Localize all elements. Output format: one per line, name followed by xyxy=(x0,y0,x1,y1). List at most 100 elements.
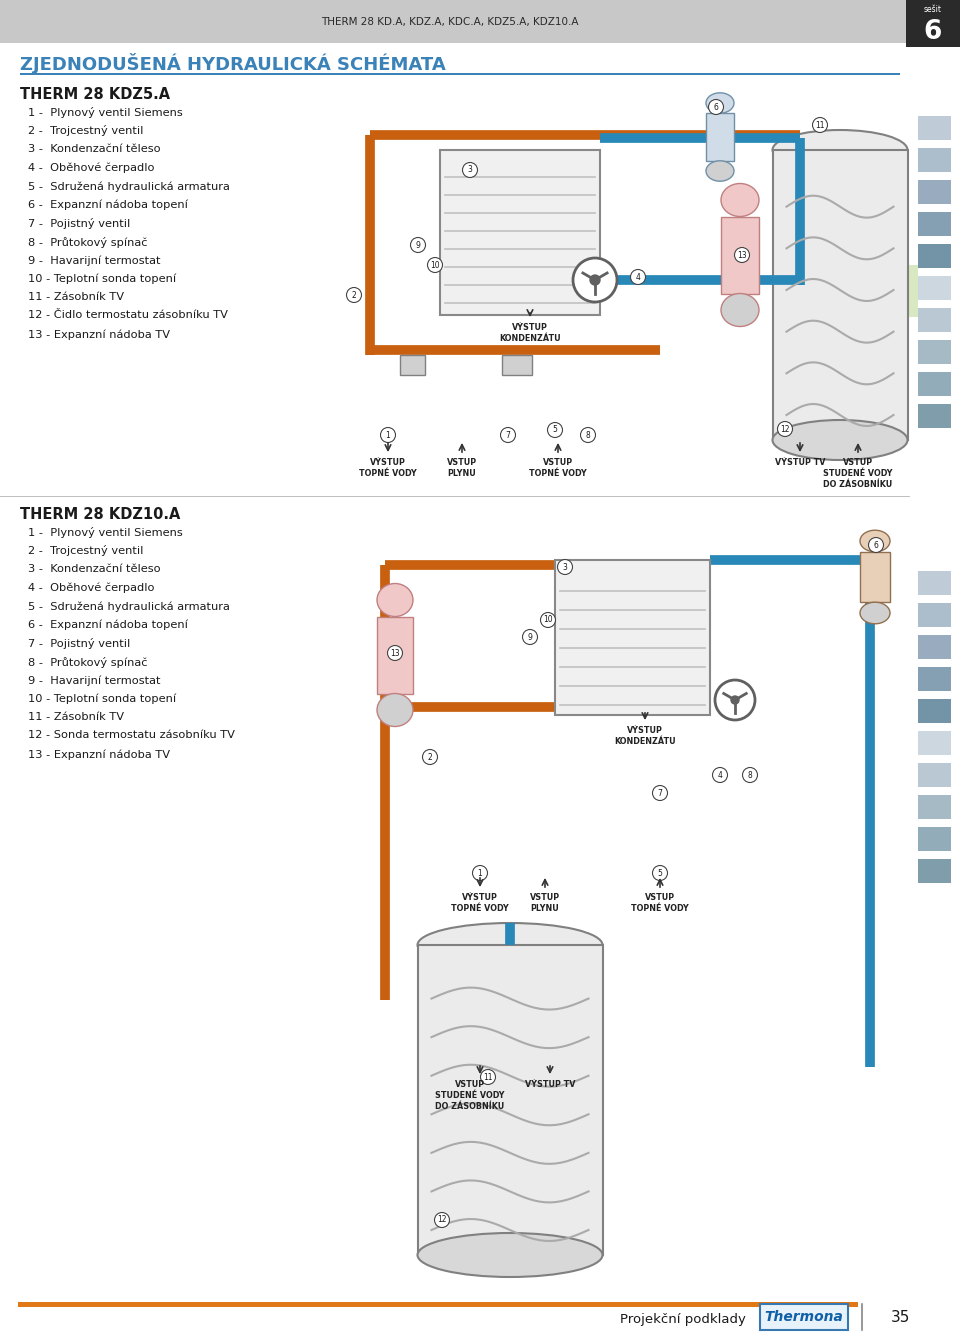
Text: 10 - Teplotní sonda topení: 10 - Teplotní sonda topení xyxy=(28,274,176,284)
Text: VÝSTUP
KONDENZÁTU: VÝSTUP KONDENZÁTU xyxy=(499,323,561,343)
Bar xyxy=(918,668,951,692)
Circle shape xyxy=(411,238,425,252)
Ellipse shape xyxy=(377,583,413,617)
Bar xyxy=(860,551,890,602)
Text: 7: 7 xyxy=(658,789,662,797)
Bar xyxy=(0,0,906,43)
Circle shape xyxy=(742,768,757,782)
Circle shape xyxy=(653,785,667,801)
Text: THERM 28 KD.A, KDZ.A, KDC.A, KDZ5.A, KDZ10.A: THERM 28 KD.A, KDZ.A, KDC.A, KDZ5.A, KDZ… xyxy=(322,17,579,27)
Circle shape xyxy=(631,270,645,284)
Text: 13: 13 xyxy=(390,649,399,658)
Bar xyxy=(721,216,759,294)
Circle shape xyxy=(435,1212,449,1227)
Text: VÝSTUP TV: VÝSTUP TV xyxy=(525,1080,575,1089)
Circle shape xyxy=(708,100,724,115)
Circle shape xyxy=(731,696,739,704)
Bar xyxy=(773,150,907,441)
Bar xyxy=(440,150,600,315)
Bar xyxy=(555,559,710,716)
Circle shape xyxy=(347,287,362,303)
Text: 7 -  Pojistný ventil: 7 - Pojistný ventil xyxy=(28,638,131,649)
Text: 3: 3 xyxy=(563,562,567,571)
Text: 35: 35 xyxy=(890,1310,910,1324)
Circle shape xyxy=(422,749,438,765)
Bar xyxy=(918,571,951,595)
Text: 6 -  Expanzní nádoba topení: 6 - Expanzní nádoba topení xyxy=(28,619,188,630)
Bar xyxy=(918,372,951,396)
Ellipse shape xyxy=(721,294,759,327)
Bar xyxy=(918,276,951,300)
Text: 13 - Expanzní nádoba TV: 13 - Expanzní nádoba TV xyxy=(28,749,170,760)
Bar xyxy=(918,732,951,756)
Bar xyxy=(0,495,910,497)
Text: VSTUP
STUDENÉ VODY
DO ZÁSOBNÍKU: VSTUP STUDENÉ VODY DO ZÁSOBNÍKU xyxy=(435,1080,505,1111)
Text: 8: 8 xyxy=(586,430,590,439)
Ellipse shape xyxy=(773,421,907,461)
Text: 5 -  Sdružená hydraulická armatura: 5 - Sdružená hydraulická armatura xyxy=(28,182,229,191)
Circle shape xyxy=(558,559,572,574)
Text: Thermona: Thermona xyxy=(764,1310,844,1324)
Circle shape xyxy=(522,630,538,645)
Circle shape xyxy=(380,427,396,442)
Text: Projekční podklady: Projekční podklady xyxy=(620,1312,746,1326)
Circle shape xyxy=(463,163,477,178)
Text: ZJEDNODUŠENÁ HYDRAULICKÁ SCHÉMATA: ZJEDNODUŠENÁ HYDRAULICKÁ SCHÉMATA xyxy=(20,52,445,73)
Ellipse shape xyxy=(773,129,907,170)
Circle shape xyxy=(547,422,563,438)
Text: 10: 10 xyxy=(430,260,440,270)
Text: 9: 9 xyxy=(528,633,533,642)
Circle shape xyxy=(869,538,883,553)
Text: VSTUP
STUDENÉ VODY
DO ZÁSOBNÍKU: VSTUP STUDENÉ VODY DO ZÁSOBNÍKU xyxy=(824,458,893,489)
Bar xyxy=(760,1304,848,1330)
Text: 2: 2 xyxy=(427,753,432,761)
Text: 12: 12 xyxy=(437,1215,446,1224)
Bar xyxy=(918,180,951,204)
Bar xyxy=(918,405,951,429)
Bar xyxy=(918,148,951,172)
Bar xyxy=(918,764,951,788)
Text: 9 -  Havarijní termostat: 9 - Havarijní termostat xyxy=(28,255,160,266)
Bar xyxy=(918,700,951,724)
Text: 8 -  Průtokový spínač: 8 - Průtokový spínač xyxy=(28,657,148,668)
Text: 4 -  Oběhové čerpadlo: 4 - Oběhové čerpadlo xyxy=(28,163,155,174)
Circle shape xyxy=(481,1069,495,1084)
Text: 11 - Zásobník TV: 11 - Zásobník TV xyxy=(28,712,124,722)
Text: 12: 12 xyxy=(780,425,790,434)
Text: 3 -  Kondenzační těleso: 3 - Kondenzační těleso xyxy=(28,144,160,154)
Text: 2: 2 xyxy=(351,291,356,299)
Text: VSTUP
TOPNÉ VODY: VSTUP TOPNÉ VODY xyxy=(631,893,689,913)
Text: 2 -  Trojcestný ventil: 2 - Trojcestný ventil xyxy=(28,125,143,136)
Circle shape xyxy=(778,422,793,437)
Text: 11: 11 xyxy=(483,1072,492,1081)
Circle shape xyxy=(573,258,617,302)
Circle shape xyxy=(540,613,556,627)
Bar xyxy=(400,355,425,375)
Text: VSTUP
PLYNU: VSTUP PLYNU xyxy=(530,893,560,913)
Text: 12 - Čidlo termostatu zásobníku TV: 12 - Čidlo termostatu zásobníku TV xyxy=(28,311,228,320)
Bar xyxy=(918,858,951,882)
Text: sešit: sešit xyxy=(924,4,942,13)
Text: 7 -  Pojistný ventil: 7 - Pojistný ventil xyxy=(28,218,131,230)
Circle shape xyxy=(388,646,402,661)
Bar xyxy=(918,603,951,627)
Text: 6: 6 xyxy=(713,103,718,112)
Circle shape xyxy=(712,768,728,782)
Text: 9: 9 xyxy=(416,240,420,250)
Bar xyxy=(918,340,951,364)
Text: 6: 6 xyxy=(874,541,878,550)
Bar xyxy=(906,0,960,47)
Ellipse shape xyxy=(377,693,413,726)
Circle shape xyxy=(590,275,600,284)
Text: VSTUP
PLYNU: VSTUP PLYNU xyxy=(447,458,477,478)
Ellipse shape xyxy=(860,530,890,551)
Text: 4 -  Oběhové čerpadlo: 4 - Oběhové čerpadlo xyxy=(28,582,155,593)
Text: VÝSTUP
TOPNÉ VODY: VÝSTUP TOPNÉ VODY xyxy=(359,458,417,478)
Bar xyxy=(377,617,413,693)
Text: 10 - Teplotní sonda topení: 10 - Teplotní sonda topení xyxy=(28,693,176,704)
Bar xyxy=(20,73,900,75)
Text: 7: 7 xyxy=(506,430,511,439)
Bar xyxy=(418,945,603,1255)
Bar xyxy=(918,826,951,850)
Text: THERM 28 KDZ5.A: THERM 28 KDZ5.A xyxy=(20,87,170,101)
